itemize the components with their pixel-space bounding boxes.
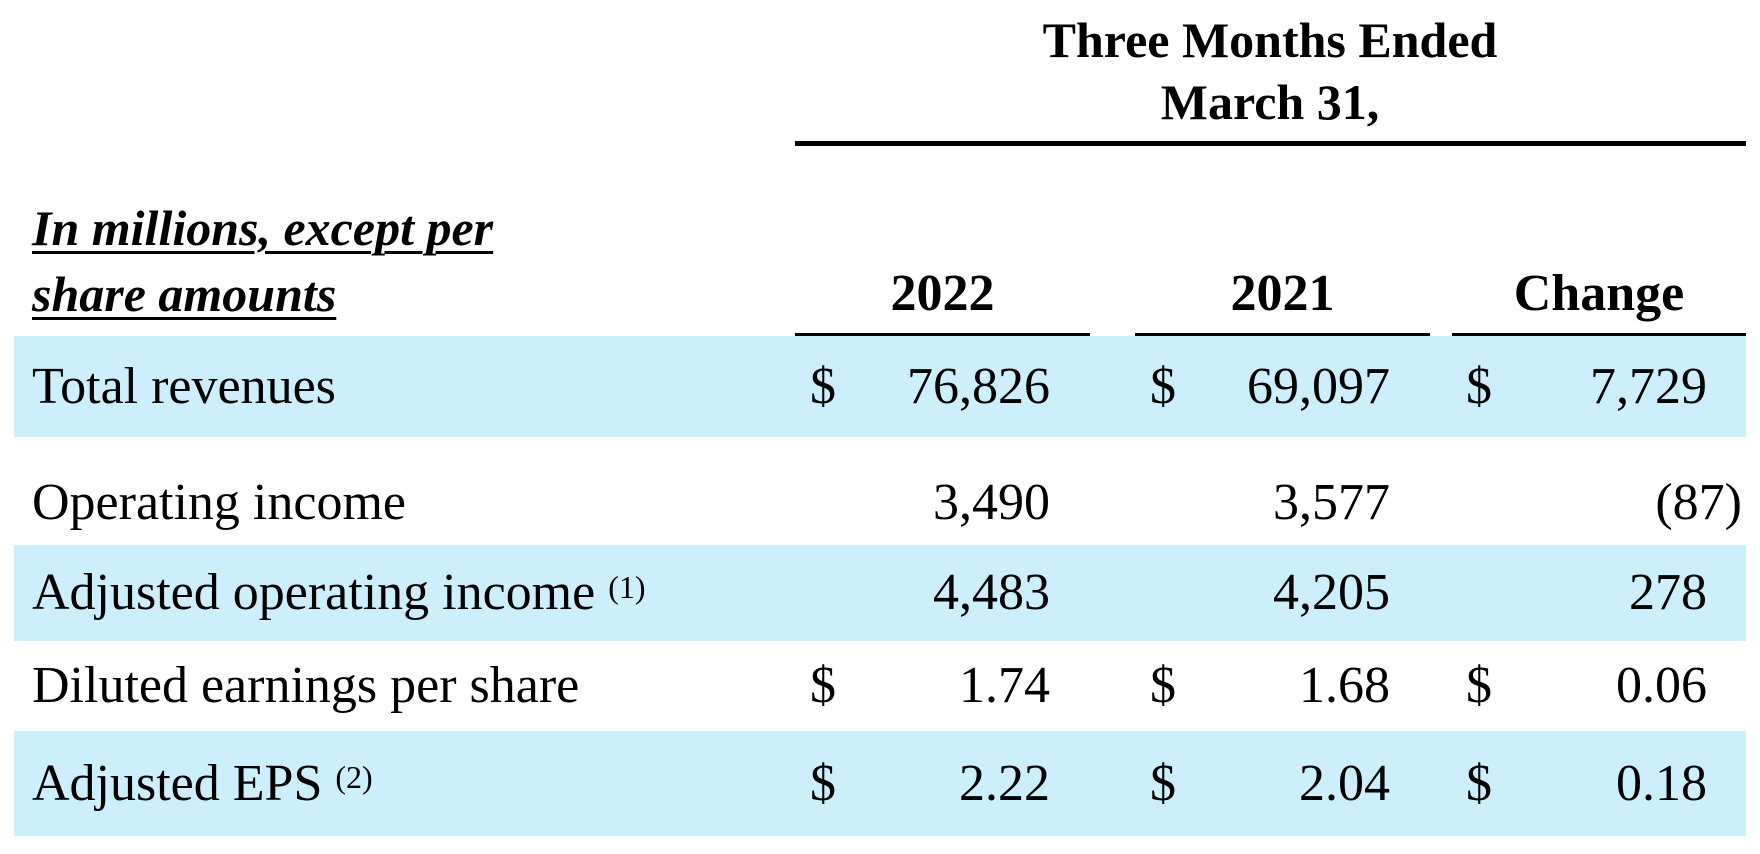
value-2021: 4,205 bbox=[1273, 564, 1390, 621]
column-underline-2021 bbox=[1135, 333, 1430, 338]
footnote-marker: (1) bbox=[608, 569, 646, 605]
currency-symbol-2021: $ bbox=[1150, 358, 1176, 415]
value-change: (87) bbox=[1655, 474, 1742, 531]
value-change: 7,729 bbox=[1590, 358, 1707, 415]
row-band-adjusted-eps bbox=[14, 731, 1746, 836]
column-header-2022: 2022 bbox=[890, 265, 995, 322]
row-label: Diluted earnings per share bbox=[32, 657, 580, 714]
value-change: 0.06 bbox=[1616, 657, 1707, 714]
row-band-adjusted-operating-income bbox=[14, 545, 1746, 641]
table-row: Diluted earnings per share $ 1.74 $ 1.68… bbox=[0, 641, 1760, 731]
currency-symbol-2021: $ bbox=[1150, 755, 1176, 812]
currency-symbol-2022: $ bbox=[810, 657, 836, 714]
value-2022: 4,483 bbox=[933, 564, 1050, 621]
value-2022: 2.22 bbox=[959, 755, 1050, 812]
table-row: Total revenues $ 76,826 $ 69,097 $ 7,729 bbox=[0, 336, 1760, 437]
value-2022: 76,826 bbox=[907, 358, 1050, 415]
column-header-change: Change bbox=[1513, 265, 1685, 322]
units-caption-line1: In millions, except per bbox=[32, 200, 494, 256]
value-2021: 69,097 bbox=[1247, 358, 1390, 415]
value-change: 278 bbox=[1629, 564, 1707, 621]
value-2022: 1.74 bbox=[959, 657, 1050, 714]
currency-symbol-change: $ bbox=[1466, 358, 1492, 415]
currency-symbol-2022: $ bbox=[810, 755, 836, 812]
row-label: Total revenues bbox=[32, 358, 336, 415]
currency-symbol-2021: $ bbox=[1150, 657, 1176, 714]
row-label: Operating income bbox=[32, 474, 406, 531]
value-2021: 3,577 bbox=[1273, 474, 1390, 531]
row-label: Adjusted operating income (1) bbox=[32, 564, 646, 621]
table-row: Operating income 3,490 3,577 (87) bbox=[0, 456, 1760, 550]
period-title-line2: March 31, bbox=[1160, 74, 1380, 130]
footnote-marker: (2) bbox=[335, 759, 373, 795]
value-change: 0.18 bbox=[1616, 755, 1707, 812]
column-underline-2022 bbox=[795, 333, 1090, 338]
currency-symbol-2022: $ bbox=[810, 358, 836, 415]
units-caption-line2: share amounts bbox=[32, 266, 337, 322]
value-2021: 2.04 bbox=[1299, 755, 1390, 812]
period-underline bbox=[795, 141, 1746, 146]
row-band-total-revenues bbox=[14, 336, 1746, 437]
currency-symbol-change: $ bbox=[1466, 657, 1492, 714]
column-header-2021: 2021 bbox=[1230, 265, 1335, 322]
value-2021: 1.68 bbox=[1299, 657, 1390, 714]
value-2022: 3,490 bbox=[933, 474, 1050, 531]
table-row: Adjusted operating income (1) 4,483 4,20… bbox=[0, 545, 1760, 641]
period-title-line1: Three Months Ended bbox=[1042, 12, 1498, 68]
column-underline-change bbox=[1452, 333, 1746, 338]
currency-symbol-change: $ bbox=[1466, 755, 1492, 812]
table-row: Adjusted EPS (2) $ 2.22 $ 2.04 $ 0.18 bbox=[0, 731, 1760, 836]
row-label: Adjusted EPS (2) bbox=[32, 755, 373, 812]
